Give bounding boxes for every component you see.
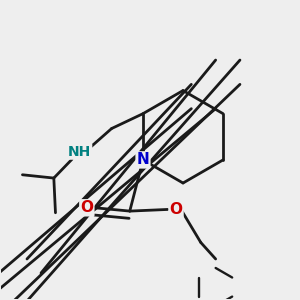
Text: N: N [136,152,149,167]
Text: O: O [80,200,93,215]
Text: O: O [169,202,182,217]
Text: NH: NH [68,145,91,159]
